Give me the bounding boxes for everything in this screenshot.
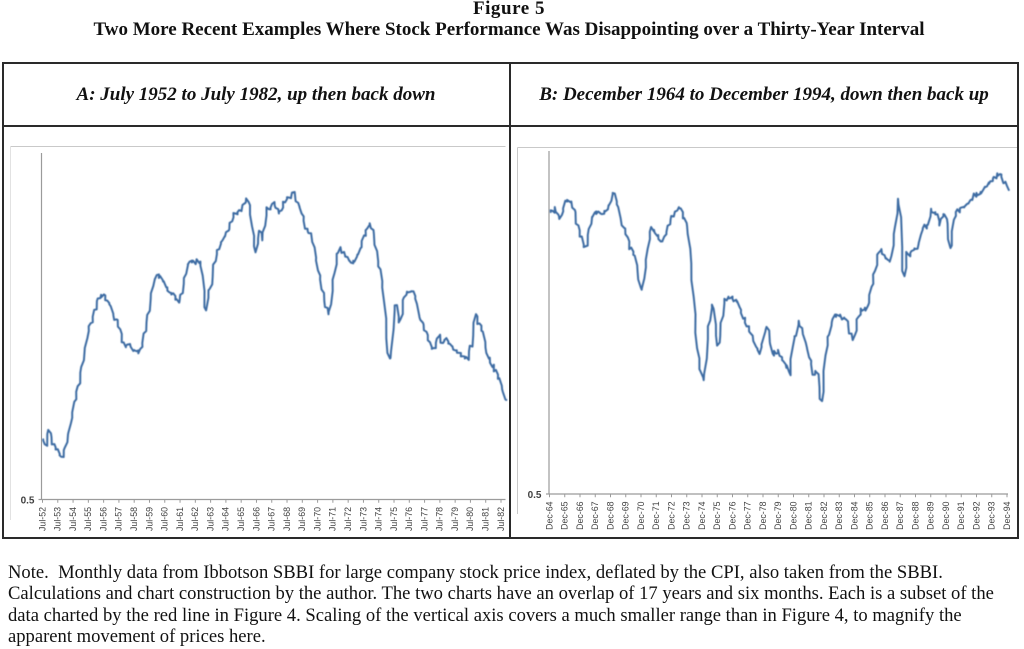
svg-text:Dec-79: Dec-79	[773, 501, 783, 529]
svg-text:Jul-71: Jul-71	[328, 507, 338, 531]
svg-text:Dec-89: Dec-89	[926, 501, 936, 529]
svg-text:Jul-52: Jul-52	[37, 507, 47, 531]
svg-text:Jul-82: Jul-82	[496, 507, 506, 531]
svg-text:0.5: 0.5	[21, 496, 35, 507]
svg-text:Dec-85: Dec-85	[865, 501, 875, 529]
svg-text:Dec-86: Dec-86	[880, 501, 890, 529]
svg-text:Jul-76: Jul-76	[404, 507, 414, 531]
svg-text:Dec-81: Dec-81	[804, 501, 814, 529]
svg-text:Jul-53: Jul-53	[53, 507, 63, 531]
svg-text:Jul-61: Jul-61	[175, 507, 185, 531]
svg-text:Dec-67: Dec-67	[590, 501, 600, 529]
svg-text:Jul-58: Jul-58	[129, 507, 139, 531]
svg-text:Dec-70: Dec-70	[636, 501, 646, 529]
svg-text:Jul-67: Jul-67	[267, 507, 277, 531]
svg-text:Dec-71: Dec-71	[651, 501, 661, 529]
svg-text:Dec-64: Dec-64	[544, 501, 554, 529]
svg-text:Jul-64: Jul-64	[221, 507, 231, 531]
svg-text:Jul-57: Jul-57	[114, 507, 124, 531]
svg-text:Jul-63: Jul-63	[205, 507, 215, 531]
svg-text:Jul-79: Jul-79	[450, 507, 460, 531]
svg-text:Jul-62: Jul-62	[190, 507, 200, 531]
svg-text:Dec-76: Dec-76	[727, 501, 737, 529]
svg-text:Jul-59: Jul-59	[144, 507, 154, 531]
svg-text:Dec-73: Dec-73	[682, 501, 692, 529]
svg-text:Jul-54: Jul-54	[68, 507, 78, 531]
svg-text:Jul-55: Jul-55	[83, 507, 93, 531]
svg-text:Dec-69: Dec-69	[621, 501, 631, 529]
svg-text:Dec-87: Dec-87	[895, 501, 905, 529]
svg-text:Dec-66: Dec-66	[575, 501, 585, 529]
svg-text:Jul-70: Jul-70	[312, 507, 322, 531]
svg-text:Jul-78: Jul-78	[435, 507, 445, 531]
svg-text:Dec-80: Dec-80	[788, 501, 798, 529]
svg-text:Dec-82: Dec-82	[819, 501, 829, 529]
svg-text:Dec-92: Dec-92	[971, 501, 981, 529]
svg-text:Dec-93: Dec-93	[987, 501, 997, 529]
svg-text:Jul-60: Jul-60	[160, 507, 170, 531]
svg-text:Jul-81: Jul-81	[481, 507, 491, 531]
svg-text:Dec-84: Dec-84	[849, 501, 859, 529]
svg-text:Jul-65: Jul-65	[236, 507, 246, 531]
svg-text:Dec-94: Dec-94	[1002, 501, 1012, 529]
svg-text:Dec-77: Dec-77	[743, 501, 753, 529]
svg-text:Dec-90: Dec-90	[941, 501, 951, 529]
svg-text:Dec-72: Dec-72	[666, 501, 676, 529]
svg-text:Jul-75: Jul-75	[389, 507, 399, 531]
svg-text:Dec-88: Dec-88	[910, 501, 920, 529]
svg-text:Dec-68: Dec-68	[605, 501, 615, 529]
svg-text:Jul-73: Jul-73	[358, 507, 368, 531]
svg-text:Jul-69: Jul-69	[297, 507, 307, 531]
svg-text:Dec-78: Dec-78	[758, 501, 768, 529]
svg-text:Jul-68: Jul-68	[282, 507, 292, 531]
svg-text:Dec-75: Dec-75	[712, 501, 722, 529]
svg-text:Jul-80: Jul-80	[465, 507, 475, 531]
svg-text:Jul-77: Jul-77	[419, 507, 429, 531]
svg-text:Dec-74: Dec-74	[697, 501, 707, 529]
svg-text:0.5: 0.5	[528, 490, 542, 501]
svg-text:Jul-72: Jul-72	[343, 507, 353, 531]
svg-text:Jul-56: Jul-56	[98, 507, 108, 531]
svg-text:Jul-66: Jul-66	[251, 507, 261, 531]
svg-text:Dec-65: Dec-65	[560, 501, 570, 529]
svg-text:Jul-74: Jul-74	[374, 507, 384, 531]
svg-text:Dec-83: Dec-83	[834, 501, 844, 529]
svg-text:Dec-91: Dec-91	[956, 501, 966, 529]
